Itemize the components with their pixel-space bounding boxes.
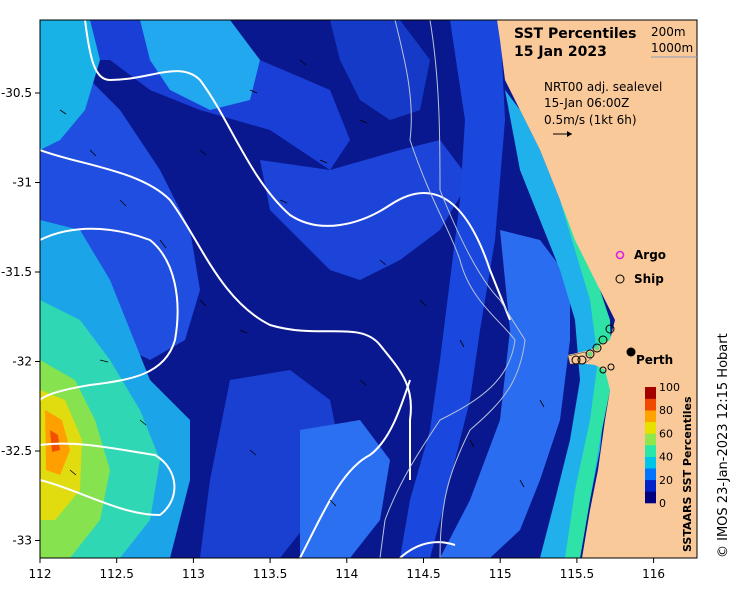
current-info-scale: 0.5m/s (1kt 6h) (544, 113, 637, 127)
argo-legend-icon (615, 250, 625, 260)
colorbar-segment (645, 445, 656, 457)
x-tick-label: 114.5 (406, 567, 440, 581)
warm-swirl (260, 140, 470, 280)
ssh-contour (299, 379, 411, 558)
colorbar-segment (645, 398, 656, 411)
colorbar-segment (645, 421, 656, 434)
current-info-time: 15-Jan 06:00Z (544, 96, 629, 110)
colorbar-segment (645, 479, 656, 492)
ssh-contour (40, 227, 179, 401)
colorbar-tick-label: 40 (659, 451, 673, 464)
plot-frame (39, 19, 698, 559)
bathy-contour-200m (429, 20, 526, 558)
x-tick-label: 113 (182, 567, 205, 581)
y-axis: -30.5 -31 -31.5 -32 -32.5 -33 (1, 86, 40, 548)
x-axis: 112 112.5 113 113.5 114 114.5 115 115.5 116 (29, 558, 665, 581)
x-tick-label: 116 (642, 567, 665, 581)
ship-track-fill (587, 337, 606, 357)
ssh-contour (84, 20, 511, 321)
y-tick-label: -31 (12, 176, 32, 190)
colorbar-segment (645, 468, 656, 481)
colorbar-tick-label: 100 (659, 381, 680, 394)
contour-legend-200m: 200m (651, 25, 686, 39)
y-tick-label: -32 (12, 355, 32, 369)
scale-arrow (553, 131, 572, 137)
perth-marker (626, 347, 636, 357)
west-warm-patch (140, 20, 260, 110)
bathy-contour-1000m (379, 20, 516, 558)
colorbar-tick-label: 60 (659, 427, 673, 440)
sea-level-contours (40, 20, 511, 558)
colorbar-label: SSTAARS SST Percentiles (681, 396, 694, 552)
colorbar-segment (645, 433, 656, 446)
y-tick-label: -30.5 (1, 86, 32, 100)
colorbar-segment (645, 491, 656, 504)
map-title: SST Percentiles (514, 26, 637, 42)
colorbar-tick-label: 0 (659, 497, 666, 510)
coastal-band (505, 90, 612, 558)
ship-legend-label: Ship (634, 272, 664, 286)
west-warm-patch (50, 430, 60, 452)
colorbar-segment (645, 387, 656, 399)
x-tick-label: 113.5 (253, 567, 287, 581)
map-date: 15 Jan 2023 (514, 44, 607, 60)
warm-swirl (330, 20, 430, 120)
sst-field (40, 20, 697, 558)
colorbar-segment (645, 456, 656, 469)
west-warm-patch (40, 20, 100, 150)
imos-credit: © IMOS 23-Jan-2023 12:15 Hobart (716, 333, 731, 558)
y-tick-label: -32.5 (1, 444, 32, 458)
x-tick-label: 115 (489, 567, 512, 581)
x-tick-label: 115.5 (560, 567, 594, 581)
current-info-source: NRT00 adj. sealevel (544, 80, 662, 94)
bathymetry-contours (379, 20, 526, 558)
current-arrows (59, 59, 545, 507)
y-tick-label: -31.5 (1, 265, 32, 279)
colorbar-ticks: 100 80 60 40 20 0 (659, 381, 680, 510)
shelf-band (400, 20, 505, 558)
contour-legend-1000m: 1000m (651, 41, 693, 55)
argo-legend-label: Argo (634, 248, 666, 262)
x-tick-label: 114 (335, 567, 358, 581)
ssh-contour (40, 149, 412, 480)
ssh-contour (399, 541, 456, 558)
ship-track (571, 324, 615, 374)
south-swirl (300, 420, 390, 558)
y-tick-label: -33 (12, 534, 32, 548)
ssh-contour (40, 442, 176, 517)
colorbar-tick-label: 80 (659, 404, 673, 417)
x-tick-label: 112.5 (100, 567, 134, 581)
coastal-band (560, 200, 612, 558)
perth-label: Perth (636, 353, 673, 367)
colorbar (645, 387, 656, 504)
colorbar-segment (645, 410, 656, 423)
x-tick-label: 112 (29, 567, 52, 581)
ship-legend-icon (615, 274, 625, 284)
colorbar-tick-label: 20 (659, 474, 673, 487)
